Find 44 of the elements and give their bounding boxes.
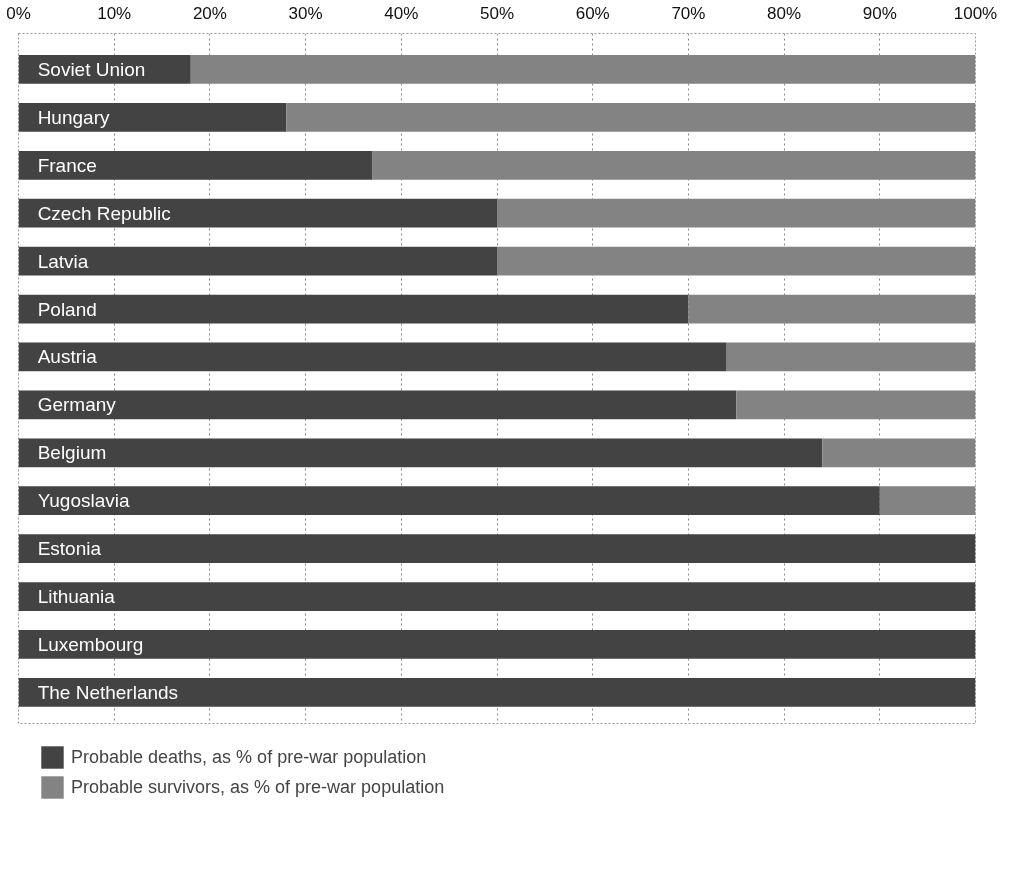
x-tick-label: 30% [288, 3, 323, 23]
bar [18, 246, 497, 276]
bar [18, 150, 373, 180]
bar [18, 630, 976, 659]
bar [18, 534, 976, 563]
bar [726, 342, 976, 372]
bar [18, 390, 737, 420]
x-tick-label: 60% [575, 3, 610, 23]
bar [18, 198, 497, 228]
bar [18, 342, 727, 372]
bar [18, 294, 689, 324]
bar [18, 582, 976, 611]
x-tick-label: 40% [384, 3, 419, 23]
x-tick-label: 70% [671, 3, 706, 23]
x-tick-label: 100% [953, 3, 998, 23]
y-tick-label: Estonia [37, 538, 102, 560]
legend-label: Probable deaths, as % of pre-war population [71, 746, 427, 768]
x-tick-label: 90% [862, 3, 897, 23]
y-tick-label: Germany [37, 394, 117, 416]
bar [18, 102, 287, 132]
bar [286, 102, 976, 132]
bar [18, 486, 880, 516]
bar [879, 486, 976, 516]
legend-label: Probable survivors, as % of pre-war population [71, 776, 445, 798]
y-tick-label: Austria [37, 346, 98, 368]
y-tick-label: The Netherlands [37, 681, 179, 703]
bar [18, 677, 976, 707]
bar [18, 438, 823, 468]
y-tick-label: Poland [37, 298, 97, 320]
y-tick-label: France [37, 154, 97, 176]
y-tick-label: Lithuania [37, 586, 116, 608]
y-tick-label: Czech Republic [37, 202, 171, 224]
x-tick-label: 20% [192, 3, 227, 23]
x-tick-label: 10% [97, 3, 132, 23]
y-tick-label: Hungary [37, 106, 110, 128]
y-tick-label: Belgium [37, 442, 107, 464]
y-tick-label: Luxembourg [37, 633, 144, 655]
x-tick-label: 80% [767, 3, 802, 23]
y-tick-label: Soviet Union [37, 58, 146, 80]
y-tick-label: Latvia [37, 250, 89, 272]
bar [822, 438, 976, 468]
x-tick-label: 50% [479, 3, 515, 23]
y-tick-label: Yugoslavia [37, 490, 130, 512]
x-tick-label: 0% [6, 3, 31, 23]
